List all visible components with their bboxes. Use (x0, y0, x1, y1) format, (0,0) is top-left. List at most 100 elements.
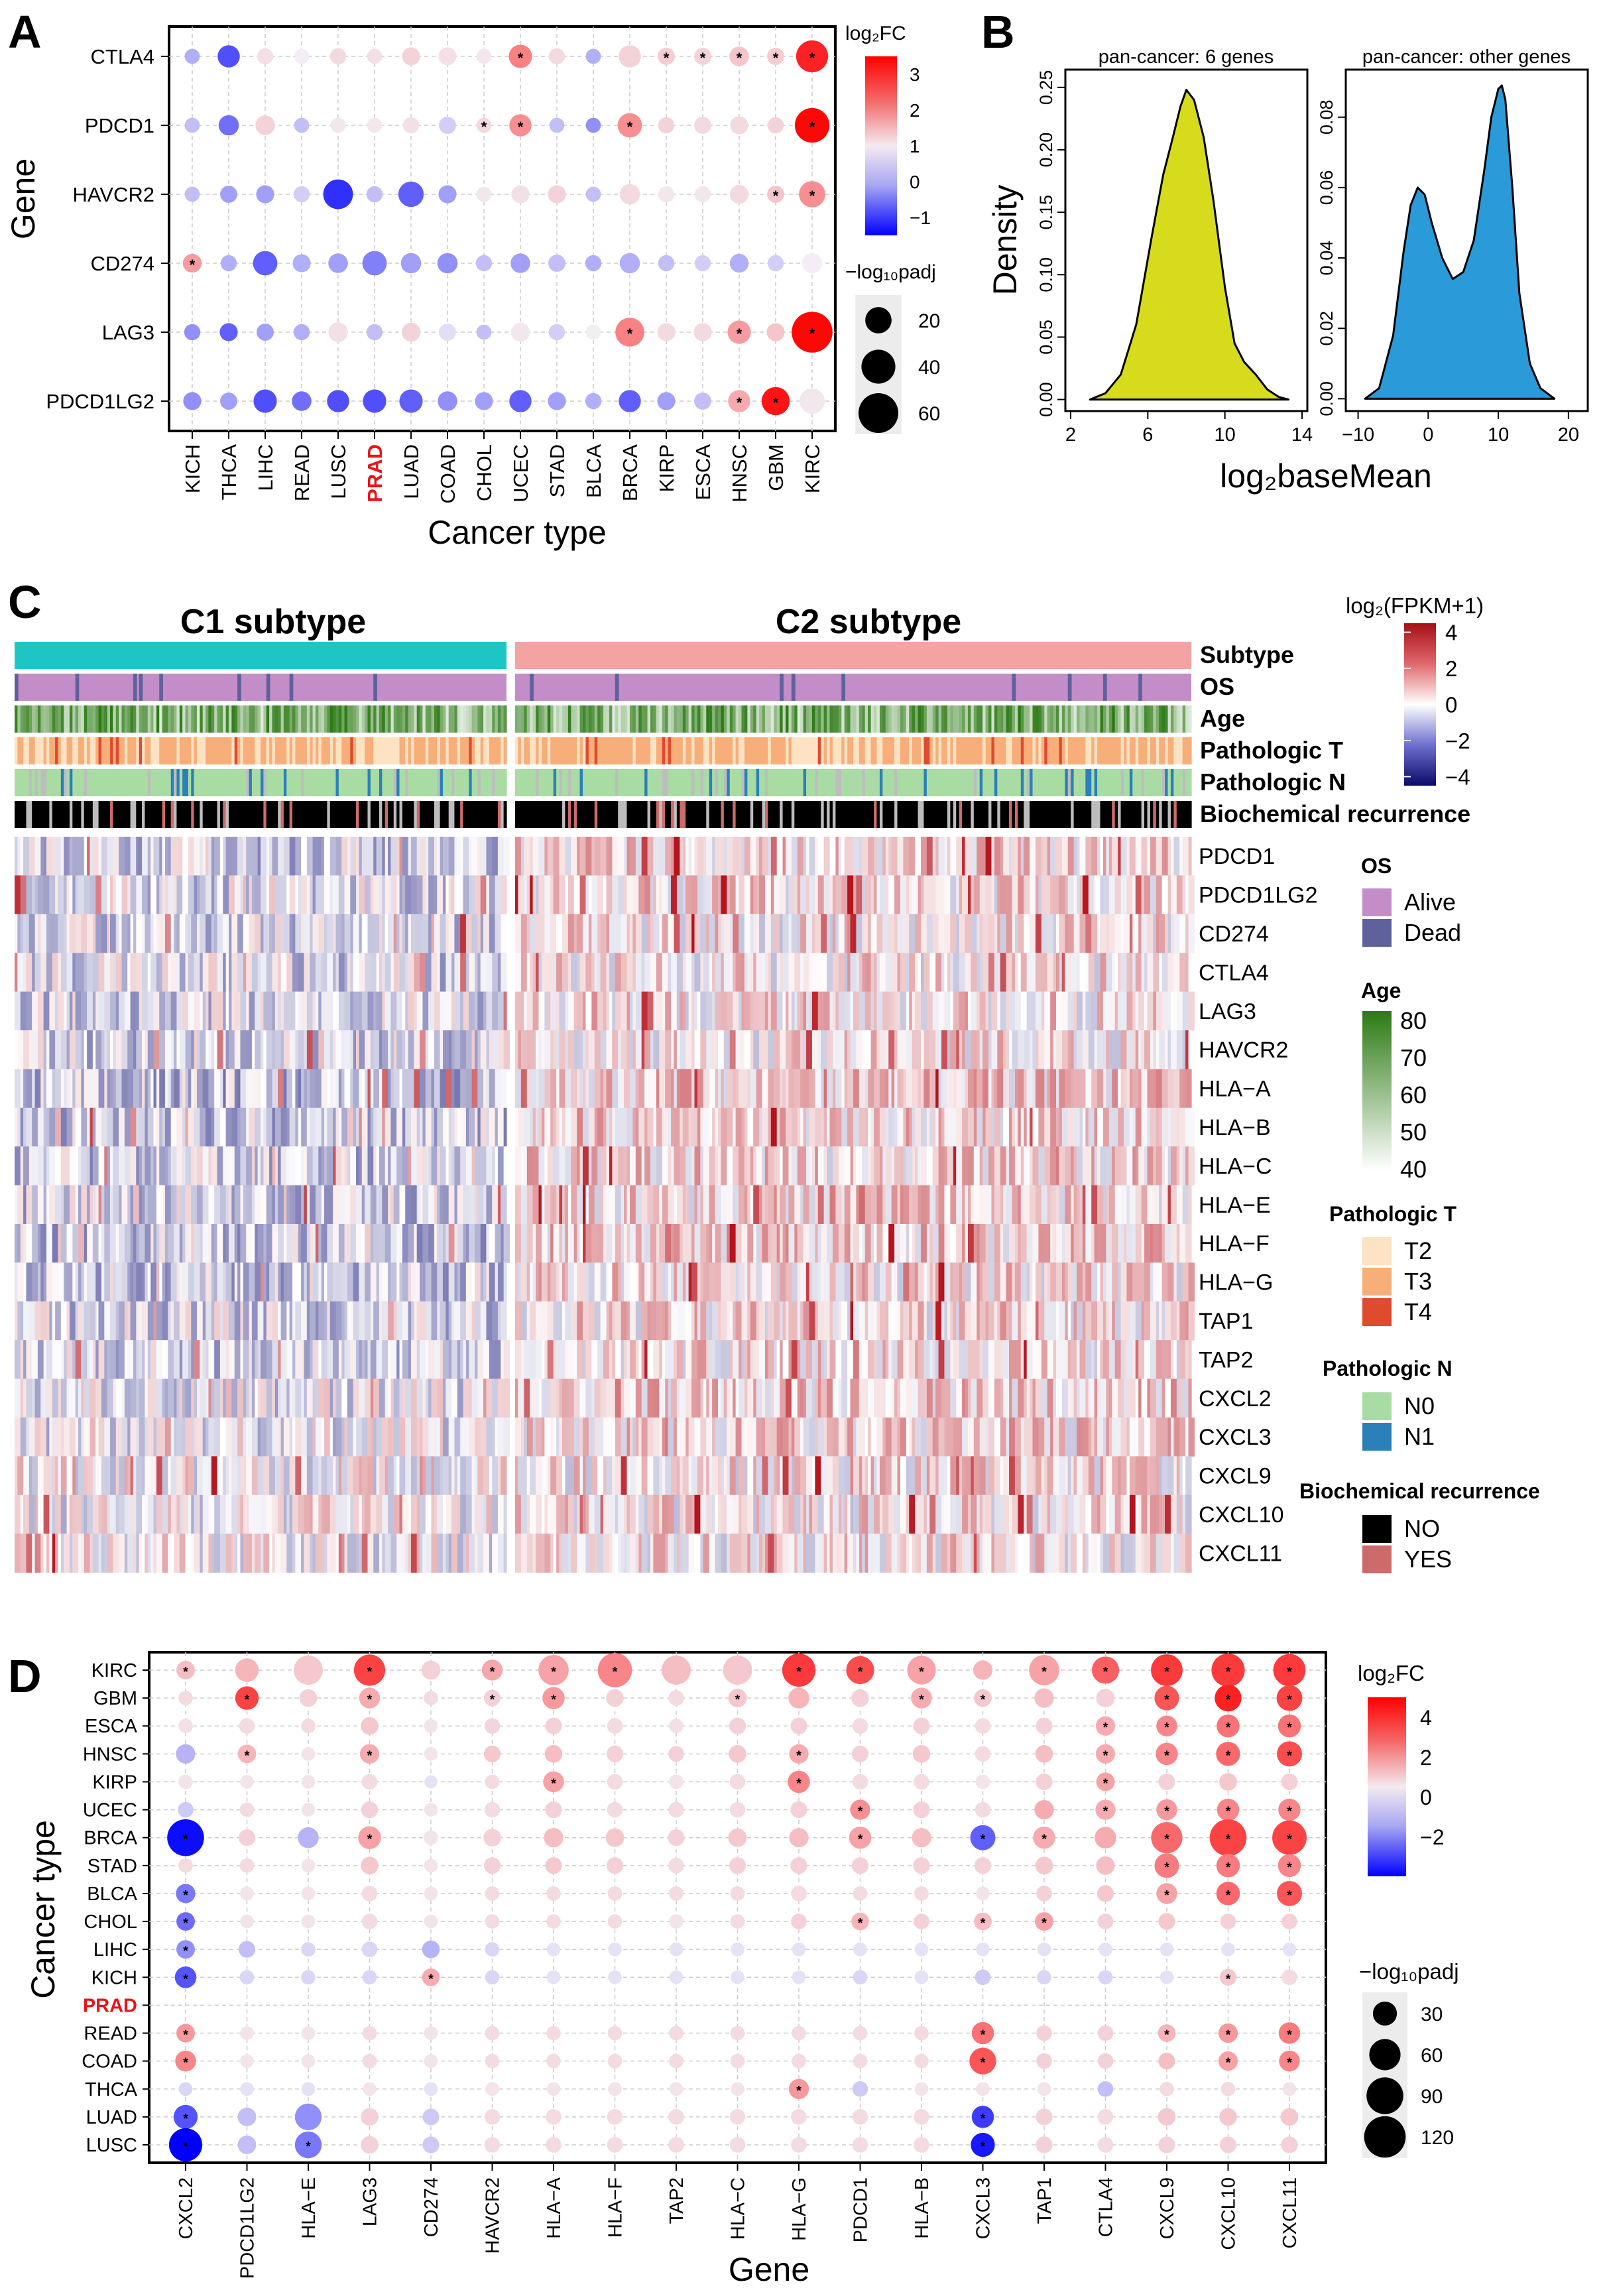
heatmap-cell (554, 837, 560, 876)
heatmap-cell (194, 1030, 198, 1069)
path-n-track-cell (665, 769, 668, 796)
path-t-track-cell (307, 737, 310, 764)
path-n-track-cell (229, 769, 232, 796)
path-n-track-cell (809, 769, 812, 796)
age-track-cell (527, 705, 530, 733)
heatmap-cell (316, 1224, 319, 1263)
age-track-cell (903, 705, 906, 733)
heatmap-cell (93, 914, 96, 953)
path-n-track-cell (856, 769, 859, 796)
heatmap-cell (944, 953, 947, 992)
heatmap-cell (935, 875, 941, 914)
heatmap-cell (263, 1262, 267, 1301)
heatmap-cell (290, 1108, 296, 1147)
path-n-track-cell (518, 769, 521, 796)
heatmap-cell (527, 992, 533, 1031)
heatmap-cell (272, 1069, 278, 1108)
heatmap-cell (23, 1262, 27, 1301)
heatmap-cell (356, 875, 359, 914)
bcr-track-cell (307, 801, 310, 828)
heatmap-cell (968, 1108, 974, 1147)
heatmap-cell (556, 953, 562, 992)
path-n-track-cell (1000, 769, 1004, 796)
heatmap-cell (194, 992, 200, 1031)
heatmap-cell (674, 1146, 680, 1185)
heatmap-cell (1153, 953, 1159, 992)
heatmap-cell (585, 1069, 589, 1108)
heatmap-cell (408, 1030, 414, 1069)
panel-a-dot (694, 393, 711, 410)
heatmap-cell (223, 914, 229, 953)
heatmap-cell (939, 914, 945, 953)
heatmap-cell (411, 1185, 417, 1225)
heatmap-cell (1168, 1108, 1171, 1147)
age-track-cell (313, 705, 316, 733)
heatmap-cell (365, 1262, 371, 1301)
heatmap-cell (1059, 1108, 1062, 1147)
bcr-track-cell (472, 801, 475, 828)
heatmap-cell (991, 875, 994, 914)
heatmap-cell (827, 1069, 833, 1108)
heatmap-cell (835, 1108, 841, 1147)
heatmap-cell (1124, 914, 1130, 953)
path-n-track-cell (733, 769, 736, 796)
heatmap-cell (426, 837, 429, 876)
bcr-track-cell (32, 801, 35, 828)
heatmap-cell (394, 1030, 397, 1069)
heatmap-cell (530, 1262, 533, 1301)
path-t-track-cell (17, 737, 21, 764)
heatmap-cell (674, 1108, 677, 1147)
heatmap-cell (571, 837, 574, 876)
heatmap-cell (627, 992, 630, 1031)
path-n-track-cell (171, 769, 174, 796)
heatmap-cell (26, 914, 29, 953)
heatmap-cell (886, 1108, 889, 1147)
heatmap-cell (880, 1069, 886, 1108)
heatmap-cell (67, 1030, 70, 1069)
bcr-track-cell (662, 801, 666, 828)
path-t-track-cell (235, 737, 238, 764)
path-n-track-cell (683, 769, 686, 796)
heatmap-cell (756, 1146, 762, 1185)
age-track-cell (489, 705, 493, 733)
heatmap-cell (495, 914, 501, 953)
heatmap-cell (780, 1185, 786, 1225)
heatmap-cell (1124, 1224, 1127, 1263)
path-n-track-cell (1003, 769, 1006, 796)
heatmap-cell (862, 914, 868, 953)
heatmap-cell (821, 953, 827, 992)
bcr-track-cell (356, 801, 359, 828)
path-n-track-cell (994, 769, 998, 796)
heatmap-cell (1179, 837, 1183, 876)
age-track-cell (373, 705, 377, 733)
path-n-track-cell (865, 769, 868, 796)
heatmap-cell (900, 1224, 906, 1263)
heatmap-cell (1071, 1185, 1074, 1225)
age-track-cell (457, 705, 461, 733)
heatmap-cell (414, 953, 420, 992)
panel-a-gene-label: CD274 (91, 252, 155, 275)
path-n-track-cell (668, 769, 672, 796)
heatmap-cell (665, 1262, 668, 1301)
path-n-track-cell (906, 769, 910, 796)
panel-a-dot (586, 118, 601, 133)
age-track-cell (994, 705, 998, 733)
heatmap-cell (695, 1185, 698, 1225)
heatmap-cell (362, 992, 368, 1031)
heatmap-cell (101, 875, 107, 914)
heatmap-cell (191, 1185, 197, 1225)
heatmap-cell (624, 875, 627, 914)
panel-a-color-tick: −1 (910, 208, 931, 228)
heatmap-cell (229, 1146, 235, 1185)
heatmap-cell (644, 953, 650, 992)
heatmap-cell (703, 1146, 709, 1185)
heatmap-cell (324, 1146, 327, 1185)
heatmap-cell (700, 992, 706, 1031)
heatmap-cell (345, 1146, 348, 1185)
heatmap-cell (240, 1030, 246, 1069)
heatmap-cell (504, 837, 510, 876)
heatmap-cell (1126, 1069, 1130, 1108)
heatmap-cell (630, 1224, 636, 1263)
panel-a-sig-marker: * (809, 119, 815, 135)
panel-a-dot (511, 323, 530, 341)
